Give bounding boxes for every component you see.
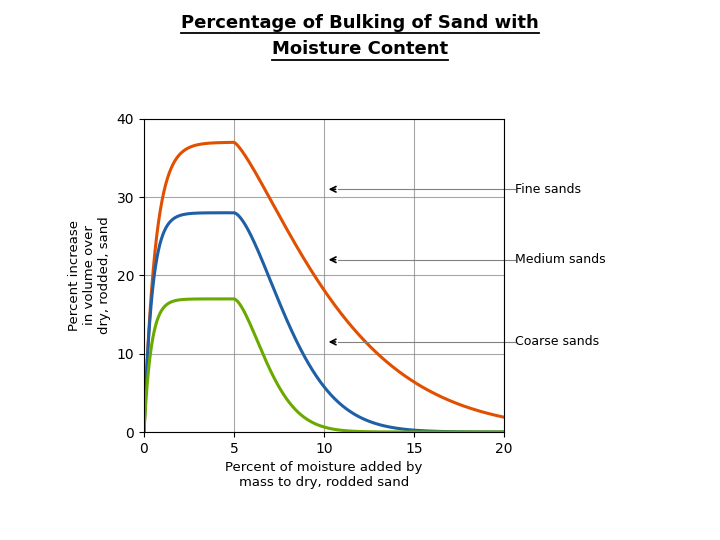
X-axis label: Percent of moisture added by
mass to dry, rodded sand: Percent of moisture added by mass to dry…	[225, 461, 423, 489]
Text: Percentage of Bulking of Sand with: Percentage of Bulking of Sand with	[181, 14, 539, 31]
Text: Coarse sands: Coarse sands	[515, 335, 599, 348]
Text: Moisture Content: Moisture Content	[272, 40, 448, 58]
Text: Medium sands: Medium sands	[515, 253, 606, 266]
Y-axis label: Percent increase
in volume over
dry, rodded, sand: Percent increase in volume over dry, rod…	[68, 217, 111, 334]
Text: Fine sands: Fine sands	[515, 183, 581, 196]
